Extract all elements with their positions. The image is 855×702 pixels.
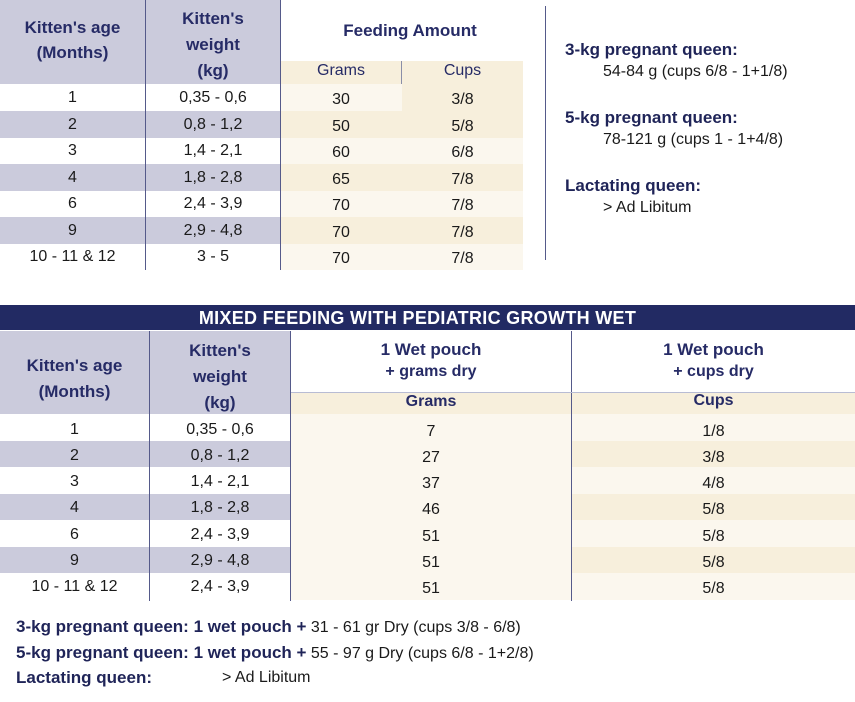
bottom-note-3-value: > Ad Libitum <box>222 669 311 686</box>
side-note-3-value: > Ad Libitum <box>603 199 692 216</box>
wet-grams-header: 1 Wet pouch + grams dry <box>380 340 482 380</box>
subheader-bg <box>281 61 523 84</box>
grams-header: Grams <box>317 62 365 79</box>
cups-header: Cups <box>443 62 482 79</box>
age-header-bg <box>0 0 145 84</box>
banner-title: MIXED FEEDING WITH PEDIATRIC GROWTH WET <box>198 308 637 328</box>
weight-header-bg <box>146 0 280 84</box>
cups-header-2: Cups <box>693 392 734 409</box>
grams-header-2: Grams <box>405 393 457 410</box>
side-note-1-value: 54-84 g (cups 6/8 - 1+1/8) <box>603 63 788 80</box>
mixed-feeding-banner <box>0 305 855 330</box>
side-note-2-title: 5-kg pregnant queen: <box>565 108 738 127</box>
side-note-1-title: 3-kg pregnant queen: <box>565 40 738 59</box>
weight-header-2: Kitten's weight (kg) <box>189 341 251 412</box>
feeding-amount-header: Feeding Amount <box>343 21 477 40</box>
side-note-2-value: 78-121 g (cups 1 - 1+4/8) <box>603 131 784 148</box>
weight-header: Kitten's weight (kg) <box>182 9 244 80</box>
age-header-2: Kitten's age (Months) <box>26 356 123 401</box>
age-header: Kitten's age (Months) <box>24 18 121 62</box>
bottom-note-2: 5-kg pregnant queen: 1 wet pouch + 55 - … <box>16 643 534 662</box>
bottom-note-1: 3-kg pregnant queen: 1 wet pouch + 31 - … <box>16 617 521 636</box>
bottom-note-3-title: Lactating queen: <box>16 668 153 687</box>
side-note-3-title: Lactating queen: <box>565 176 702 195</box>
wet-cups-header: 1 Wet pouch + cups dry <box>663 340 764 380</box>
